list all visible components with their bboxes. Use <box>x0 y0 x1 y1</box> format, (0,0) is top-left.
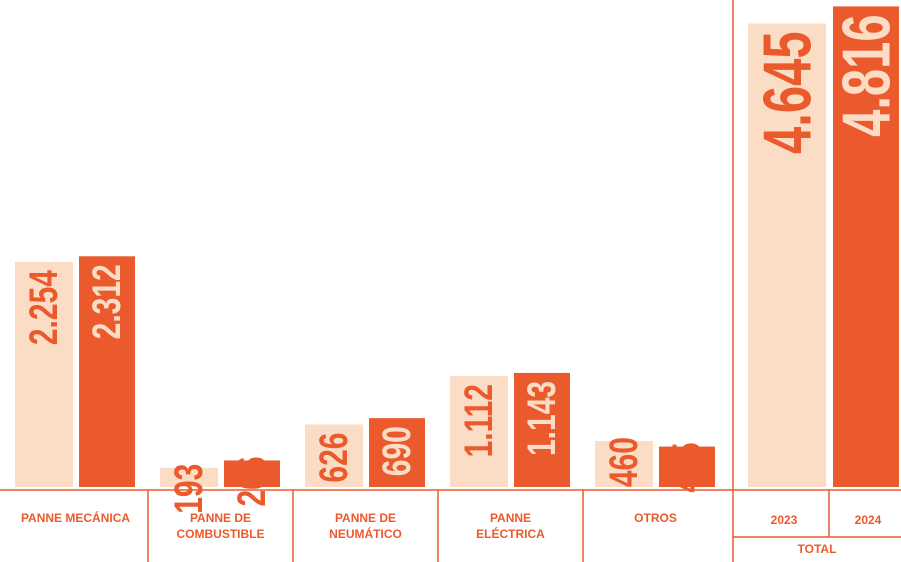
value-label: 2.312 <box>85 264 129 339</box>
x-label-box: PANNE MECÁNICA <box>20 511 131 525</box>
bar <box>160 467 218 487</box>
value-label: 266 <box>230 456 274 506</box>
bar <box>450 376 508 487</box>
x-label-box: PANNE DE COMBUSTIBLE <box>176 511 265 541</box>
bar <box>833 6 899 488</box>
bar <box>224 460 280 487</box>
value-label: 4.645 <box>749 31 826 153</box>
total-label: TOTAL <box>798 542 837 556</box>
value-label: 1.112 <box>457 384 501 457</box>
value-label: 690 <box>375 426 419 476</box>
value-label: 193 <box>167 464 211 514</box>
x-label-box: OTROS <box>634 511 677 525</box>
bar <box>15 262 73 487</box>
value-label: 2.254 <box>22 270 66 345</box>
bar <box>79 256 135 487</box>
value-label: 460 <box>602 437 646 487</box>
x-label-box: PANNE ELÉCTRICA <box>476 511 545 541</box>
x-tick-label: OTROS <box>634 511 677 525</box>
bar <box>514 372 570 487</box>
x-tick-label: PANNE MECÁNICA <box>20 511 131 525</box>
value-label: 405 <box>665 443 709 493</box>
x-label-box: PANNE DE NEUMÁTICO <box>329 511 402 541</box>
value-label: 626 <box>312 433 356 483</box>
legend-label: 2024 <box>855 513 882 527</box>
x-tick-label: PANNE DE NEUMÁTICO <box>329 511 402 541</box>
bar <box>305 424 363 487</box>
x-tick-label: PANNE DE COMBUSTIBLE <box>176 511 265 541</box>
value-label: 4.816 <box>828 14 901 136</box>
value-label: 1.143 <box>520 381 564 456</box>
bar <box>748 23 826 487</box>
bar <box>659 446 715 487</box>
bar <box>369 418 425 487</box>
legend-label: 2023 <box>771 513 798 527</box>
bar <box>595 441 653 487</box>
x-tick-label: PANNE ELÉCTRICA <box>476 511 545 541</box>
